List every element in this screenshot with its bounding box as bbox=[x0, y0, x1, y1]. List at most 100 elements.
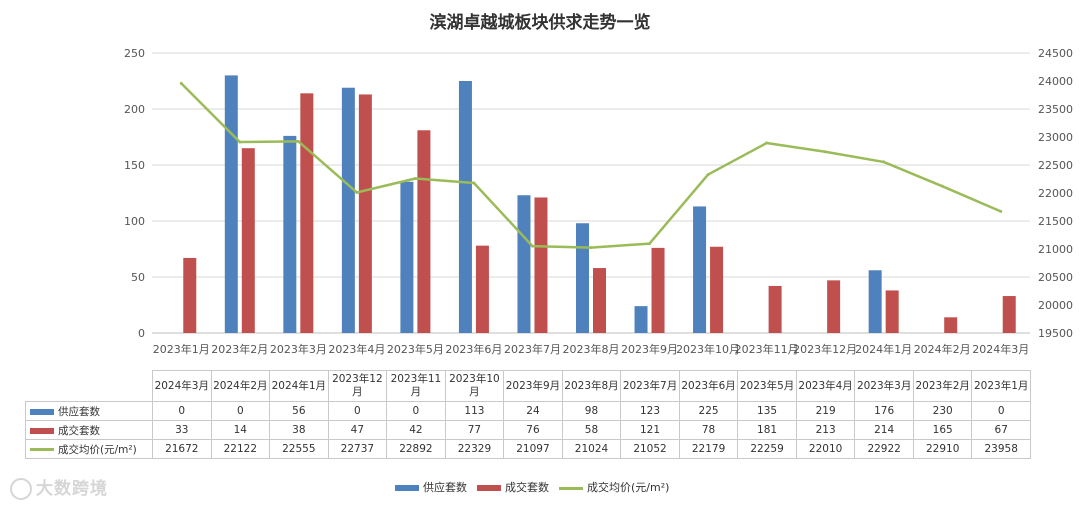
table-cell: 33 bbox=[152, 420, 212, 440]
x-tick-label: 2023年5月 bbox=[387, 342, 444, 356]
data-table: 2024年3月 2024年2月 2024年1月 2023年12月 2023年11月 202… bbox=[25, 370, 1031, 459]
table-header-cell: 2023年11月 bbox=[386, 370, 446, 402]
table-cell: 38 bbox=[269, 420, 329, 440]
x-tick-label: 2023年9月 bbox=[621, 342, 678, 356]
table-cell: 0 bbox=[971, 401, 1031, 421]
x-tick-label: 2023年7月 bbox=[504, 342, 561, 356]
bar-sales bbox=[651, 247, 665, 333]
x-tick-label: 2023年3月 bbox=[270, 342, 327, 356]
watermark-text: 大数跨境 bbox=[36, 479, 108, 499]
table-cell: 225 bbox=[678, 401, 739, 421]
table-cell: 14 bbox=[210, 420, 271, 440]
x-tick-label: 2024年3月 bbox=[972, 342, 1029, 356]
left-tick-label: 50 bbox=[131, 271, 145, 284]
right-tick-label: 24500 bbox=[1038, 47, 1073, 60]
table-header-cell: 2023年1月 bbox=[971, 370, 1031, 402]
bar-supply bbox=[224, 75, 238, 334]
table-cell: 22329 bbox=[444, 439, 505, 459]
price-point bbox=[355, 190, 359, 194]
legend-swatch-icon bbox=[477, 485, 501, 491]
table-header-cell: 2023年7月 bbox=[620, 370, 680, 402]
bar-supply bbox=[576, 223, 589, 333]
left-tick-label: 250 bbox=[124, 47, 145, 60]
table-row-label-text: 供应套数 bbox=[58, 405, 100, 418]
price-point bbox=[530, 244, 534, 248]
bar-supply bbox=[693, 206, 707, 333]
legend-swatch-icon bbox=[30, 427, 54, 434]
table-cell: 214 bbox=[854, 420, 914, 440]
table-header-cell: 2023年5月 bbox=[737, 370, 797, 402]
bar-supply bbox=[634, 306, 648, 333]
table-cell: 0 bbox=[210, 401, 271, 421]
chart-title: 滨湖卓越城板块供求走势一览 bbox=[430, 12, 651, 33]
table-header-cell: 2023年3月 bbox=[854, 370, 914, 402]
right-tick-label: 19500 bbox=[1038, 327, 1073, 340]
table-cell: 21672 bbox=[152, 439, 212, 459]
table-header-cell: 2023年8月 bbox=[561, 370, 622, 402]
table-header-cell: 2024年3月 bbox=[152, 370, 212, 402]
table-cell: 22892 bbox=[386, 439, 446, 459]
table-cell: 22179 bbox=[678, 439, 739, 459]
legend-label: 供应套数 bbox=[423, 481, 467, 494]
left-axis: 0 50 100 150 200 250 bbox=[124, 47, 145, 340]
price-point bbox=[882, 160, 886, 164]
bar-sales bbox=[885, 290, 899, 333]
left-tick-label: 150 bbox=[124, 159, 145, 172]
table-row-label: 成交均价(元/m²) bbox=[25, 439, 153, 459]
price-point bbox=[472, 181, 476, 185]
table-header-cell: 2023年12月 bbox=[327, 370, 388, 402]
x-tick-label: 2023年4月 bbox=[328, 342, 385, 356]
table-row: 成交套数 33 14 38 47 42 77 76 58 121 78 181 213 214 165 67 bbox=[25, 420, 1031, 440]
table-cell: 77 bbox=[444, 420, 505, 440]
table-cell: 22922 bbox=[854, 439, 914, 459]
legend: 供应套数 成交套数 成交均价(元/m²) bbox=[395, 479, 679, 495]
table-cell: 123 bbox=[620, 401, 680, 421]
table-cell: 22010 bbox=[795, 439, 856, 459]
table-cell: 0 bbox=[152, 401, 212, 421]
price-point bbox=[999, 209, 1003, 213]
table-header-cell: 2024年2月 bbox=[210, 370, 271, 402]
bar-sales bbox=[475, 245, 489, 333]
table-cell: 21024 bbox=[561, 439, 622, 459]
table-cell: 56 bbox=[269, 401, 329, 421]
chart: 滨湖卓越城板块供求走势一览 0 50 100 150 200 250 19500 20000… bbox=[124, 12, 1073, 356]
table-cell: 47 bbox=[327, 420, 388, 440]
table-header-cell: 2023年4月 bbox=[795, 370, 856, 402]
watermark: 大数跨境 bbox=[10, 474, 108, 500]
right-axis: 19500 20000 20500 21000 21500 22000 22500 23000… bbox=[1038, 47, 1073, 340]
right-tick-label: 21500 bbox=[1038, 215, 1073, 228]
table-header-cell: 2023年9月 bbox=[503, 370, 563, 402]
x-tick-label: 2023年8月 bbox=[563, 342, 620, 356]
table-header-row: 2024年3月 2024年2月 2024年1月 2023年12月 2023年11月 202… bbox=[26, 370, 1031, 402]
bar-supply bbox=[458, 81, 472, 333]
x-tick-label: 2023年6月 bbox=[445, 342, 502, 356]
bar-supply bbox=[283, 135, 297, 333]
price-point bbox=[706, 173, 710, 177]
legend-label: 成交套数 bbox=[505, 481, 549, 494]
legend-item: 成交套数 bbox=[477, 481, 549, 494]
bar-sales bbox=[358, 94, 372, 333]
price-point bbox=[765, 141, 769, 145]
legend-swatch-icon bbox=[30, 408, 54, 415]
legend-swatch-icon bbox=[395, 485, 419, 491]
table-row: 成交均价(元/m²) 21672 22122 22555 22737 22892 22329… bbox=[25, 439, 1031, 459]
x-tick-label: 2023年11月 bbox=[735, 342, 799, 356]
right-tick-label: 24000 bbox=[1038, 75, 1073, 88]
table-cell: 230 bbox=[912, 401, 973, 421]
table-header-cell: 2023年6月 bbox=[678, 370, 739, 402]
table-cell: 121 bbox=[620, 420, 680, 440]
bar-sales bbox=[1002, 296, 1016, 333]
table-cell: 23958 bbox=[971, 439, 1031, 459]
bar-sales bbox=[183, 257, 197, 333]
table-cell: 78 bbox=[678, 420, 739, 440]
table-cell: 67 bbox=[971, 420, 1031, 440]
table-cell: 0 bbox=[327, 401, 388, 421]
table-cell: 219 bbox=[795, 401, 856, 421]
right-tick-label: 21000 bbox=[1038, 243, 1073, 256]
x-tick-label: 2024年2月 bbox=[914, 342, 971, 356]
table-cell: 24 bbox=[503, 401, 563, 421]
table-cell: 22737 bbox=[327, 439, 388, 459]
right-tick-label: 23000 bbox=[1038, 131, 1073, 144]
table-row-label-text: 成交套数 bbox=[58, 424, 100, 437]
table-cell: 22259 bbox=[737, 439, 797, 459]
